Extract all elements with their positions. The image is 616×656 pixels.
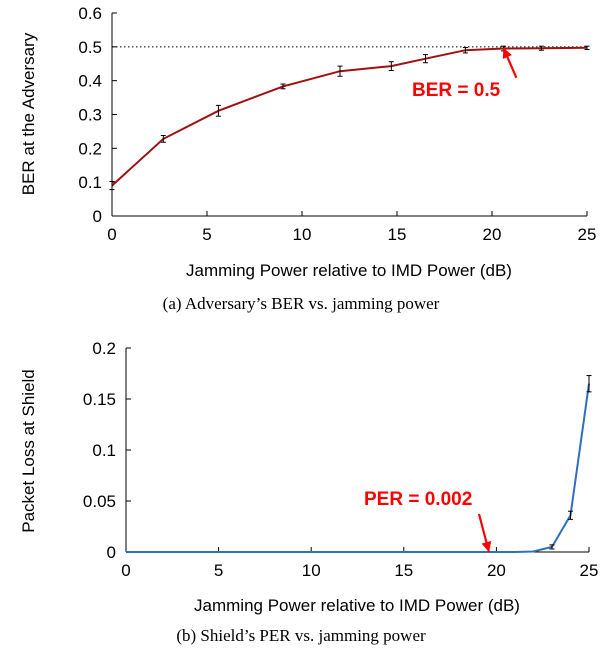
chart-per-xtick-label: 0 [121,561,130,580]
chart-ber-error-bar [584,45,590,51]
chart-per-error-bar [549,544,555,550]
chart-ber-xtick-label: 25 [578,225,597,244]
chart-ber-error-bar [337,65,343,77]
chart-ber-error-bar [423,54,428,64]
chart-ber-xtick-label: 15 [388,225,407,244]
chart-per-xtick-label: 25 [580,561,599,580]
chart-ber-caption: (a) Adversary’s BER vs. jamming power [163,294,440,313]
chart-ber-error-bar [462,47,468,54]
chart-ber-error-bar [280,83,286,90]
chart-ber-ytick-label: 0.5 [78,38,102,57]
chart-ber-ytick-label: 0.2 [78,139,102,158]
chart-ber-annotation-arrow [502,47,518,79]
chart-per: 0 0.05 0.1 0.15 0.2 0 5 10 15 20 25 Packet Loss at… [19,339,598,645]
chart-ber: 0 0.1 0.2 0.3 0.4 0.5 0.6 0 5 10 15 20 25 BER at the… [19,4,596,313]
chart-per-error-bar [586,375,592,393]
chart-ber-error-bar [160,134,166,143]
chart-ber-ytick-label: 0.3 [78,106,102,125]
chart-ber-ytick-label: 0.1 [78,173,102,192]
chart-per-series-line [126,383,590,553]
chart-per-ytick-label: 0.15 [83,390,116,409]
chart-per-ylabel: Packet Loss at Shield [19,369,38,532]
chart-per-ytick-label: 0.2 [92,339,116,358]
chart-per-axes: 0 0.05 0.1 0.15 0.2 0 5 10 15 20 25 [83,339,599,580]
chart-per-annotation: PER = 0.002 [364,489,472,510]
chart-ber-annotation: BER = 0.5 [412,80,501,101]
chart-ber-xtick-label: 20 [483,225,502,244]
chart-per-xtick-label: 5 [214,561,223,580]
chart-ber-error-bar [109,180,115,191]
chart-ber-xtick-label: 5 [202,225,211,244]
chart-per-annotation-arrow [477,513,492,553]
chart-ber-error-bar [215,104,221,117]
chart-per-xtick-label: 20 [487,561,506,580]
chart-per-caption: (b) Shield’s PER vs. jamming power [176,626,426,645]
chart-per-xtick-label: 15 [394,561,413,580]
chart-ber-xlabel: Jamming Power relative to IMD Power (dB) [186,261,512,280]
chart-per-ytick-label: 0 [107,543,116,562]
chart-per-ytick-label: 0.05 [83,492,116,511]
chart-ber-error-bar [538,45,544,51]
chart-ber-error-bar [388,61,394,72]
chart-ber-xtick-label: 10 [293,225,312,244]
chart-ber-series-line [111,46,588,187]
chart-ber-ylabel: BER at the Adversary [19,32,38,195]
chart-ber-xtick-label: 0 [107,225,116,244]
chart-per-ytick-label: 0.1 [92,441,116,460]
chart-ber-ytick-label: 0.6 [78,4,102,23]
chart-ber-ytick-label: 0.4 [78,72,102,91]
chart-per-xtick-label: 10 [302,561,321,580]
chart-per-error-bar [567,510,573,520]
chart-ber-ytick-label: 0 [93,207,102,226]
chart-ber-axes: 0 0.1 0.2 0.3 0.4 0.5 0.6 0 5 10 15 20 25 [78,4,596,244]
chart-per-xlabel: Jamming Power relative to IMD Power (dB) [194,596,520,615]
